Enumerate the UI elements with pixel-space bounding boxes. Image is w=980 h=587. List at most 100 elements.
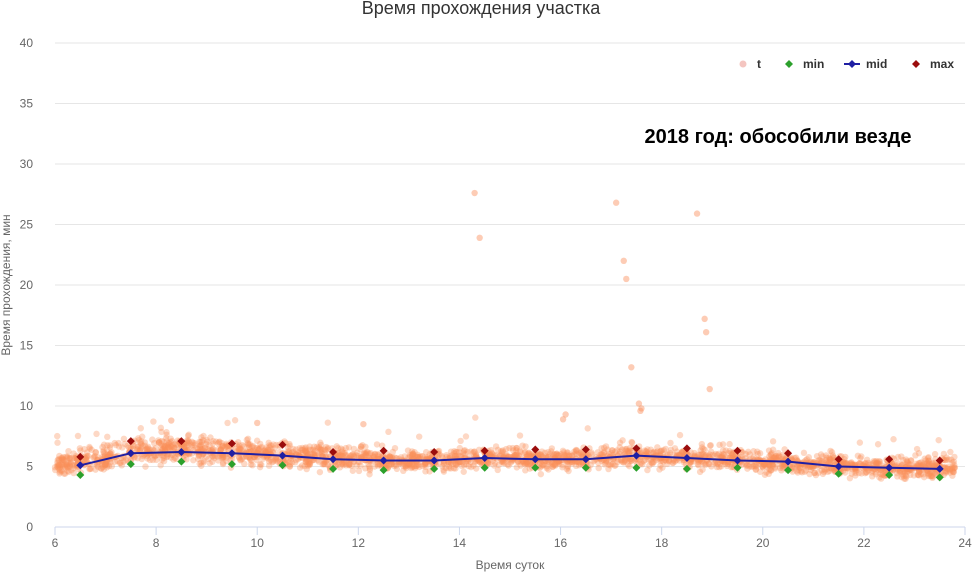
point-t [360,449,368,457]
point-t [722,447,729,454]
point-t [513,452,520,459]
x-tick-label: 10 [251,536,265,550]
point-t [70,465,77,472]
point-t [525,451,532,458]
point-t [97,465,105,472]
point-t [209,452,216,460]
point-t [265,462,273,469]
point-t [718,453,725,460]
point-t [54,456,61,464]
point-t [491,452,498,459]
point-t [667,446,675,454]
point-t [219,443,226,450]
point-t [754,448,761,455]
point-t [588,449,595,456]
point-t [439,463,446,470]
point-t [143,446,150,453]
point-t [415,454,422,461]
point-t [513,450,520,458]
legend-label-mid: mid [866,57,887,71]
point-t [447,459,455,466]
point-t [797,468,805,475]
point-t [678,449,685,456]
point-mid [76,461,85,470]
point-t [602,458,610,465]
point-max [885,455,894,464]
point-t [92,448,99,456]
point-t [728,449,735,456]
point-t [949,467,956,474]
point-t [699,466,706,473]
point-t [512,447,520,454]
point-max [531,445,540,454]
point-t [600,448,608,455]
point-t [628,457,635,464]
point-t [185,437,192,445]
point-t [551,461,559,469]
point-t [58,456,66,464]
point-t [155,439,163,446]
point-t [726,447,733,455]
point-t [407,464,415,472]
point-t [667,439,674,447]
point-t [706,442,714,449]
point-t [190,457,197,464]
point-t [51,464,59,471]
point-t [456,458,464,466]
point-t [513,444,520,452]
point-t [542,453,550,460]
point-min [278,461,287,470]
point-t [946,467,953,474]
point-t [929,473,937,480]
point-t [928,468,936,476]
point-t [898,473,905,481]
point-t [101,452,109,459]
point-t [600,449,608,457]
point-t [815,457,822,464]
point-t [149,456,157,464]
point-t [385,461,393,469]
point-t [101,460,109,468]
point-t [345,444,353,451]
point-t [338,448,346,455]
point-t [155,437,162,444]
point-t-outlier [471,189,478,197]
point-t [235,453,243,461]
point-t [901,469,909,477]
point-t [460,447,468,455]
point-t [223,443,230,450]
point-t [552,451,560,459]
point-t [209,445,217,453]
point-t [261,446,269,453]
point-t [745,448,752,456]
point-mid [834,462,843,471]
point-t [141,446,149,454]
point-t [83,449,91,456]
point-t [808,464,816,471]
point-t [818,467,825,474]
point-t [920,460,928,467]
point-t [918,459,925,466]
point-t [100,448,107,456]
point-t [925,460,932,467]
point-t [348,451,356,459]
point-t [302,447,309,455]
point-t [188,442,196,449]
point-t [644,446,651,453]
point-t [780,463,788,471]
point-t [861,460,868,467]
point-t [877,475,885,482]
point-t [622,447,629,454]
point-t [616,439,624,446]
point-t [842,453,849,461]
point-t [408,464,416,471]
point-t [896,468,903,475]
point-t [840,459,848,466]
x-axis-title: Время суток [476,558,545,572]
point-t [405,454,412,461]
point-t [56,461,63,469]
point-t [648,459,655,466]
point-t [397,454,405,461]
point-t [555,452,562,459]
point-t [495,461,503,469]
